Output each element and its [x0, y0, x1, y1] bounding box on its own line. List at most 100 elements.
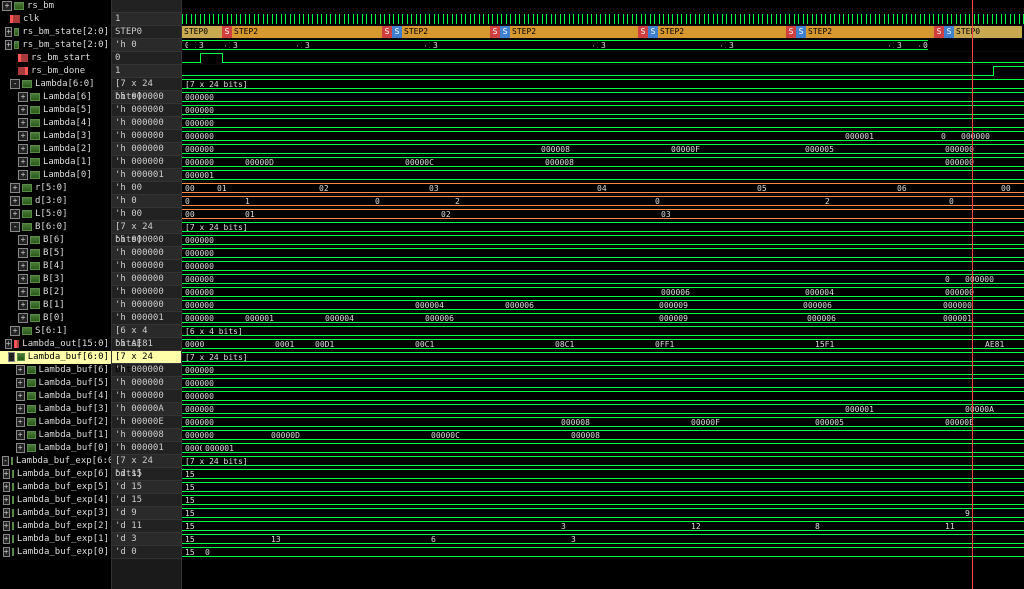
waveform-row[interactable]: 000000 [182, 91, 1024, 104]
tree-toggle-icon[interactable]: + [5, 339, 12, 349]
signal-row[interactable]: -Lambda[6:0] [0, 78, 111, 91]
cursor-line[interactable] [972, 0, 973, 589]
tree-toggle-icon[interactable]: + [10, 209, 20, 219]
tree-toggle-icon[interactable]: + [18, 131, 28, 141]
tree-toggle-icon[interactable]: + [5, 40, 12, 50]
waveform-row[interactable]: 0000000000010000000 [182, 130, 1024, 143]
waveform-row[interactable]: 000000 [182, 117, 1024, 130]
signal-row[interactable]: +Lambda_buf[1] [0, 429, 111, 442]
waveform-row[interactable]: 00000000000100000A [182, 403, 1024, 416]
tree-toggle-icon[interactable]: + [10, 326, 20, 336]
signal-row[interactable]: +Lambda_buf_exp[1] [0, 533, 111, 546]
waveform-row[interactable]: 000000000001 [182, 442, 1024, 455]
signal-row[interactable]: +Lambda[6] [0, 91, 111, 104]
waveform-row[interactable]: 000000 [182, 247, 1024, 260]
waveform-row[interactable]: [7 x 24 bits] [182, 455, 1024, 468]
tree-toggle-icon[interactable]: + [16, 391, 25, 401]
signal-row[interactable]: +rs_bm_state[2:0] [0, 39, 111, 52]
tree-toggle-icon[interactable]: + [18, 105, 28, 115]
waveform-row[interactable]: 0102020 [182, 195, 1024, 208]
signal-row[interactable]: +B[3] [0, 273, 111, 286]
signal-row[interactable]: +Lambda_out[15:0] [0, 338, 111, 351]
waveform-row[interactable]: 150 [182, 546, 1024, 559]
signal-row[interactable]: rs_bm_start [0, 52, 111, 65]
waveform-row[interactable]: 159 [182, 507, 1024, 520]
signal-row[interactable]: +Lambda[0] [0, 169, 111, 182]
signal-row[interactable]: +Lambda_buf[3] [0, 403, 111, 416]
waveform-row[interactable]: 15 [182, 468, 1024, 481]
waveform-row[interactable]: [7 x 24 bits] [182, 351, 1024, 364]
signal-row[interactable]: +Lambda_buf[6] [0, 364, 111, 377]
signal-row[interactable]: +B[5] [0, 247, 111, 260]
waveform-row[interactable]: 000000000004000006000009000006000000 [182, 299, 1024, 312]
tree-toggle-icon[interactable]: + [16, 378, 25, 388]
signal-row[interactable]: -Lambda_buf[6:0] [0, 351, 111, 364]
waveform-row[interactable] [182, 65, 1024, 78]
signal-row[interactable]: +B[4] [0, 260, 111, 273]
signal-row[interactable]: -Lambda_buf_exp[6:0] [0, 455, 111, 468]
waveform-row[interactable] [182, 0, 1024, 13]
tree-toggle-icon[interactable]: + [3, 521, 10, 531]
tree-toggle-icon[interactable]: - [10, 222, 20, 232]
waveform-row[interactable]: 00000000000D00000C000008000000 [182, 156, 1024, 169]
waveform-row[interactable] [182, 13, 1024, 26]
tree-toggle-icon[interactable]: + [10, 183, 20, 193]
waveform-row[interactable]: 15 [182, 494, 1024, 507]
waveform-row[interactable]: 000000 [182, 364, 1024, 377]
signal-row[interactable]: +Lambda[4] [0, 117, 111, 130]
waveform-row[interactable]: [7 x 24 bits] [182, 221, 1024, 234]
waveform-row[interactable]: 151363 [182, 533, 1024, 546]
signal-row[interactable]: +Lambda[5] [0, 104, 111, 117]
tree-toggle-icon[interactable]: - [2, 456, 9, 466]
waveform-row[interactable]: 0000000000010000040000060000090000060000… [182, 312, 1024, 325]
waveform-row[interactable]: 012342342342342342342340 [182, 39, 1024, 52]
tree-toggle-icon[interactable]: + [18, 118, 28, 128]
signal-row[interactable]: +Lambda_buf[5] [0, 377, 111, 390]
waveform-row[interactable]: 000000 [182, 260, 1024, 273]
waveform-row[interactable]: 00000000000D00000C000008 [182, 429, 1024, 442]
signal-row[interactable]: +B[1] [0, 299, 111, 312]
signal-row[interactable]: +rs_bm [0, 0, 111, 13]
tree-toggle-icon[interactable]: + [16, 404, 25, 414]
tree-toggle-icon[interactable]: + [16, 365, 25, 375]
tree-toggle-icon[interactable]: + [18, 235, 28, 245]
tree-toggle-icon[interactable]: + [18, 287, 28, 297]
waveform-row[interactable]: 0001020304050600 [182, 182, 1024, 195]
waveform-row[interactable]: 000000 [182, 234, 1024, 247]
tree-toggle-icon[interactable]: + [10, 196, 20, 206]
tree-toggle-icon[interactable]: + [3, 469, 10, 479]
tree-toggle-icon[interactable]: - [8, 352, 16, 362]
tree-toggle-icon[interactable]: + [3, 482, 10, 492]
tree-toggle-icon[interactable]: + [3, 508, 10, 518]
signal-row[interactable]: +Lambda_buf[4] [0, 390, 111, 403]
waveform-row[interactable]: 000000 [182, 104, 1024, 117]
tree-toggle-icon[interactable]: + [3, 547, 10, 557]
tree-toggle-icon[interactable]: + [18, 144, 28, 154]
signal-row[interactable]: +Lambda[2] [0, 143, 111, 156]
tree-toggle-icon[interactable]: + [5, 27, 12, 37]
signal-row[interactable]: +B[6] [0, 234, 111, 247]
waveform-row[interactable]: 0000000000000 [182, 273, 1024, 286]
signal-row[interactable]: +Lambda_buf_exp[6] [0, 468, 111, 481]
waveform-row[interactable]: 000000 [182, 377, 1024, 390]
tree-toggle-icon[interactable]: + [18, 274, 28, 284]
waveform-row[interactable]: 0000000100D100C108C10FF115F1AE81 [182, 338, 1024, 351]
signal-row[interactable]: +Lambda[3] [0, 130, 111, 143]
signal-row[interactable]: +Lambda_buf_exp[0] [0, 546, 111, 559]
signal-row[interactable]: rs_bm_done [0, 65, 111, 78]
signal-row[interactable]: +rs_bm_state[2:0] [0, 26, 111, 39]
signal-row[interactable]: +Lambda_buf_exp[5] [0, 481, 111, 494]
signal-row[interactable]: +B[0] [0, 312, 111, 325]
signal-row[interactable]: clk [0, 13, 111, 26]
signal-row[interactable]: +Lambda[1] [0, 156, 111, 169]
signal-name-column[interactable]: +rs_bmclk+rs_bm_state[2:0]+rs_bm_state[2… [0, 0, 112, 589]
signal-row[interactable]: +r[5:0] [0, 182, 111, 195]
signal-row[interactable]: +Lambda_buf[2] [0, 416, 111, 429]
tree-toggle-icon[interactable]: + [18, 300, 28, 310]
waveform-row[interactable]: 15 [182, 481, 1024, 494]
tree-toggle-icon[interactable]: + [3, 534, 10, 544]
waveform-row[interactable]: 000000 [182, 390, 1024, 403]
waveform-row[interactable]: 000001 [182, 169, 1024, 182]
tree-toggle-icon[interactable]: + [18, 248, 28, 258]
tree-toggle-icon[interactable]: + [16, 430, 25, 440]
